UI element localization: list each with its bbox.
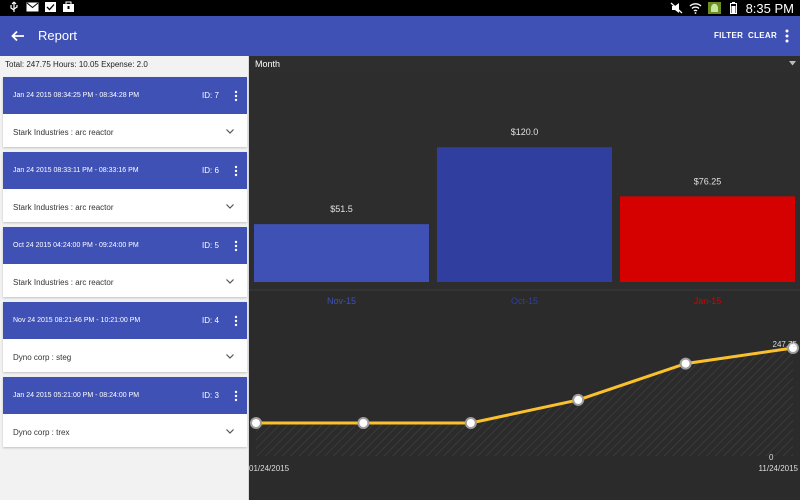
card-client-project: Stark Industries : arc reactor <box>13 128 114 137</box>
card-date-range: Jan 24 2015 08:34:25 PM - 08:34:28 PM <box>13 92 140 99</box>
card-menu-icon[interactable] <box>233 315 239 327</box>
chevron-down-icon[interactable] <box>225 127 235 135</box>
bar-category-label: Nov-15 <box>327 296 356 306</box>
card-menu-icon[interactable] <box>233 90 239 102</box>
card-body[interactable]: Stark Industries : arc reactor <box>3 264 247 297</box>
bar-value-label: $51.5 <box>330 204 353 214</box>
task-icon <box>45 2 56 12</box>
card-header[interactable]: Jan 24 2015 08:34:25 PM - 08:34:28 PM ID… <box>3 77 247 114</box>
line-x-label-end: 11/24/2015 <box>759 464 799 473</box>
report-card: Jan 24 2015 08:34:25 PM - 08:34:28 PM ID… <box>3 77 247 147</box>
card-menu-icon[interactable] <box>233 240 239 252</box>
card-id: ID: 3 <box>202 391 219 400</box>
battery-icon <box>729 2 737 14</box>
line-point <box>357 417 370 429</box>
clear-button[interactable]: CLEAR <box>748 31 778 40</box>
card-date-range: Oct 24 2015 04:24:00 PM - 09:24:00 PM <box>13 242 139 249</box>
summary-totals: Total: 247.75 Hours: 10.05 Expense: 2.0 <box>5 60 148 69</box>
card-id: ID: 4 <box>202 316 219 325</box>
card-body[interactable]: Dyno corp : trex <box>3 414 247 447</box>
bar-category-label: Jan-15 <box>694 296 722 306</box>
usb-icon <box>10 1 18 12</box>
card-menu-icon[interactable] <box>233 165 239 177</box>
card-header[interactable]: Nov 24 2015 08:21:46 PM - 10:21:00 PM ID… <box>3 302 247 339</box>
page-title: Report <box>38 28 78 43</box>
card-body[interactable]: Stark Industries : arc reactor <box>3 189 247 222</box>
bar <box>620 196 795 282</box>
card-id: ID: 5 <box>202 241 219 250</box>
card-id: ID: 7 <box>202 91 219 100</box>
overflow-menu-icon[interactable] <box>783 28 791 44</box>
line-baseline-label: 0 <box>769 453 774 462</box>
card-menu-icon[interactable] <box>233 390 239 402</box>
clock: 8:35 PM <box>745 0 794 16</box>
dropdown-arrow-icon <box>789 61 796 66</box>
bar <box>254 224 429 282</box>
chevron-down-icon[interactable] <box>225 427 235 435</box>
bar-value-label: $76.25 <box>694 176 722 186</box>
card-date-range: Nov 24 2015 08:21:46 PM - 10:21:00 PM <box>13 317 141 324</box>
app-bar: Report FILTER CLEAR <box>0 16 800 56</box>
mail-icon <box>26 2 39 12</box>
card-date-range: Jan 24 2015 08:33:11 PM - 08:33:16 PM <box>13 167 139 174</box>
line-point <box>787 342 799 354</box>
line-point <box>250 417 262 429</box>
card-client-project: Stark Industries : arc reactor <box>13 203 114 212</box>
status-bar: 8:35 PM <box>0 0 800 16</box>
line-series <box>256 346 794 425</box>
line-max-label: 247.75 <box>773 340 798 349</box>
report-card: Oct 24 2015 04:24:00 PM - 09:24:00 PM ID… <box>3 227 247 297</box>
report-list-panel: Total: 247.75 Hours: 10.05 Expense: 2.0 … <box>0 56 249 500</box>
chevron-down-icon[interactable] <box>225 202 235 210</box>
card-client-project: Dyno corp : trex <box>13 428 70 437</box>
card-client-project: Dyno corp : steg <box>13 353 72 362</box>
period-dropdown-value: Month <box>255 59 281 69</box>
chevron-down-icon[interactable] <box>225 352 235 360</box>
card-body[interactable]: Dyno corp : steg <box>3 339 247 372</box>
card-header[interactable]: Jan 24 2015 05:21:00 PM - 08:24:00 PM ID… <box>3 377 247 414</box>
filter-button[interactable]: FILTER <box>714 31 744 40</box>
bar-category-label: Oct-15 <box>511 296 538 306</box>
line-point <box>572 393 585 406</box>
line-point <box>464 417 477 429</box>
card-body[interactable]: Stark Industries : arc reactor <box>3 114 247 147</box>
report-card: Nov 24 2015 08:21:46 PM - 10:21:00 PM ID… <box>3 302 247 372</box>
card-id: ID: 6 <box>202 166 219 175</box>
card-header[interactable]: Oct 24 2015 04:24:00 PM - 09:24:00 PM ID… <box>3 227 247 264</box>
chevron-down-icon[interactable] <box>225 277 235 285</box>
charts-canvas: $51.5 Nov-15 $120.0 Oct-15 $76.25 Jan-15 247.… <box>249 72 800 473</box>
bar-value-label: $120.0 <box>511 127 539 137</box>
report-card: Jan 24 2015 08:33:11 PM - 08:33:16 PM ID… <box>3 152 247 222</box>
line-x-label-start: 01/24/2015 <box>249 464 290 473</box>
bar <box>437 147 612 282</box>
card-date-range: Jan 24 2015 05:21:00 PM - 08:24:00 PM <box>13 392 140 399</box>
bar-chart: $51.5 Nov-15 $120.0 Oct-15 $76.25 Jan-15 <box>254 127 795 306</box>
mute-icon <box>670 2 683 14</box>
wifi-icon <box>689 3 702 14</box>
android-icon <box>707 2 721 14</box>
card-client-project: Stark Industries : arc reactor <box>13 278 114 287</box>
charts-panel: $51.5 Nov-15 $120.0 Oct-15 $76.25 Jan-15 247.… <box>249 56 800 500</box>
line-chart: 247.75 0 01/24/2015 11/24/2015 <box>249 340 799 473</box>
period-dropdown[interactable]: Month <box>249 56 800 72</box>
report-card: Jan 24 2015 05:21:00 PM - 08:24:00 PM ID… <box>3 377 247 447</box>
briefcase-icon <box>63 1 74 12</box>
back-arrow-icon[interactable] <box>10 28 26 44</box>
line-point <box>679 357 692 370</box>
card-header[interactable]: Jan 24 2015 08:33:11 PM - 08:33:16 PM ID… <box>3 152 247 189</box>
line-area-fill <box>256 348 793 456</box>
